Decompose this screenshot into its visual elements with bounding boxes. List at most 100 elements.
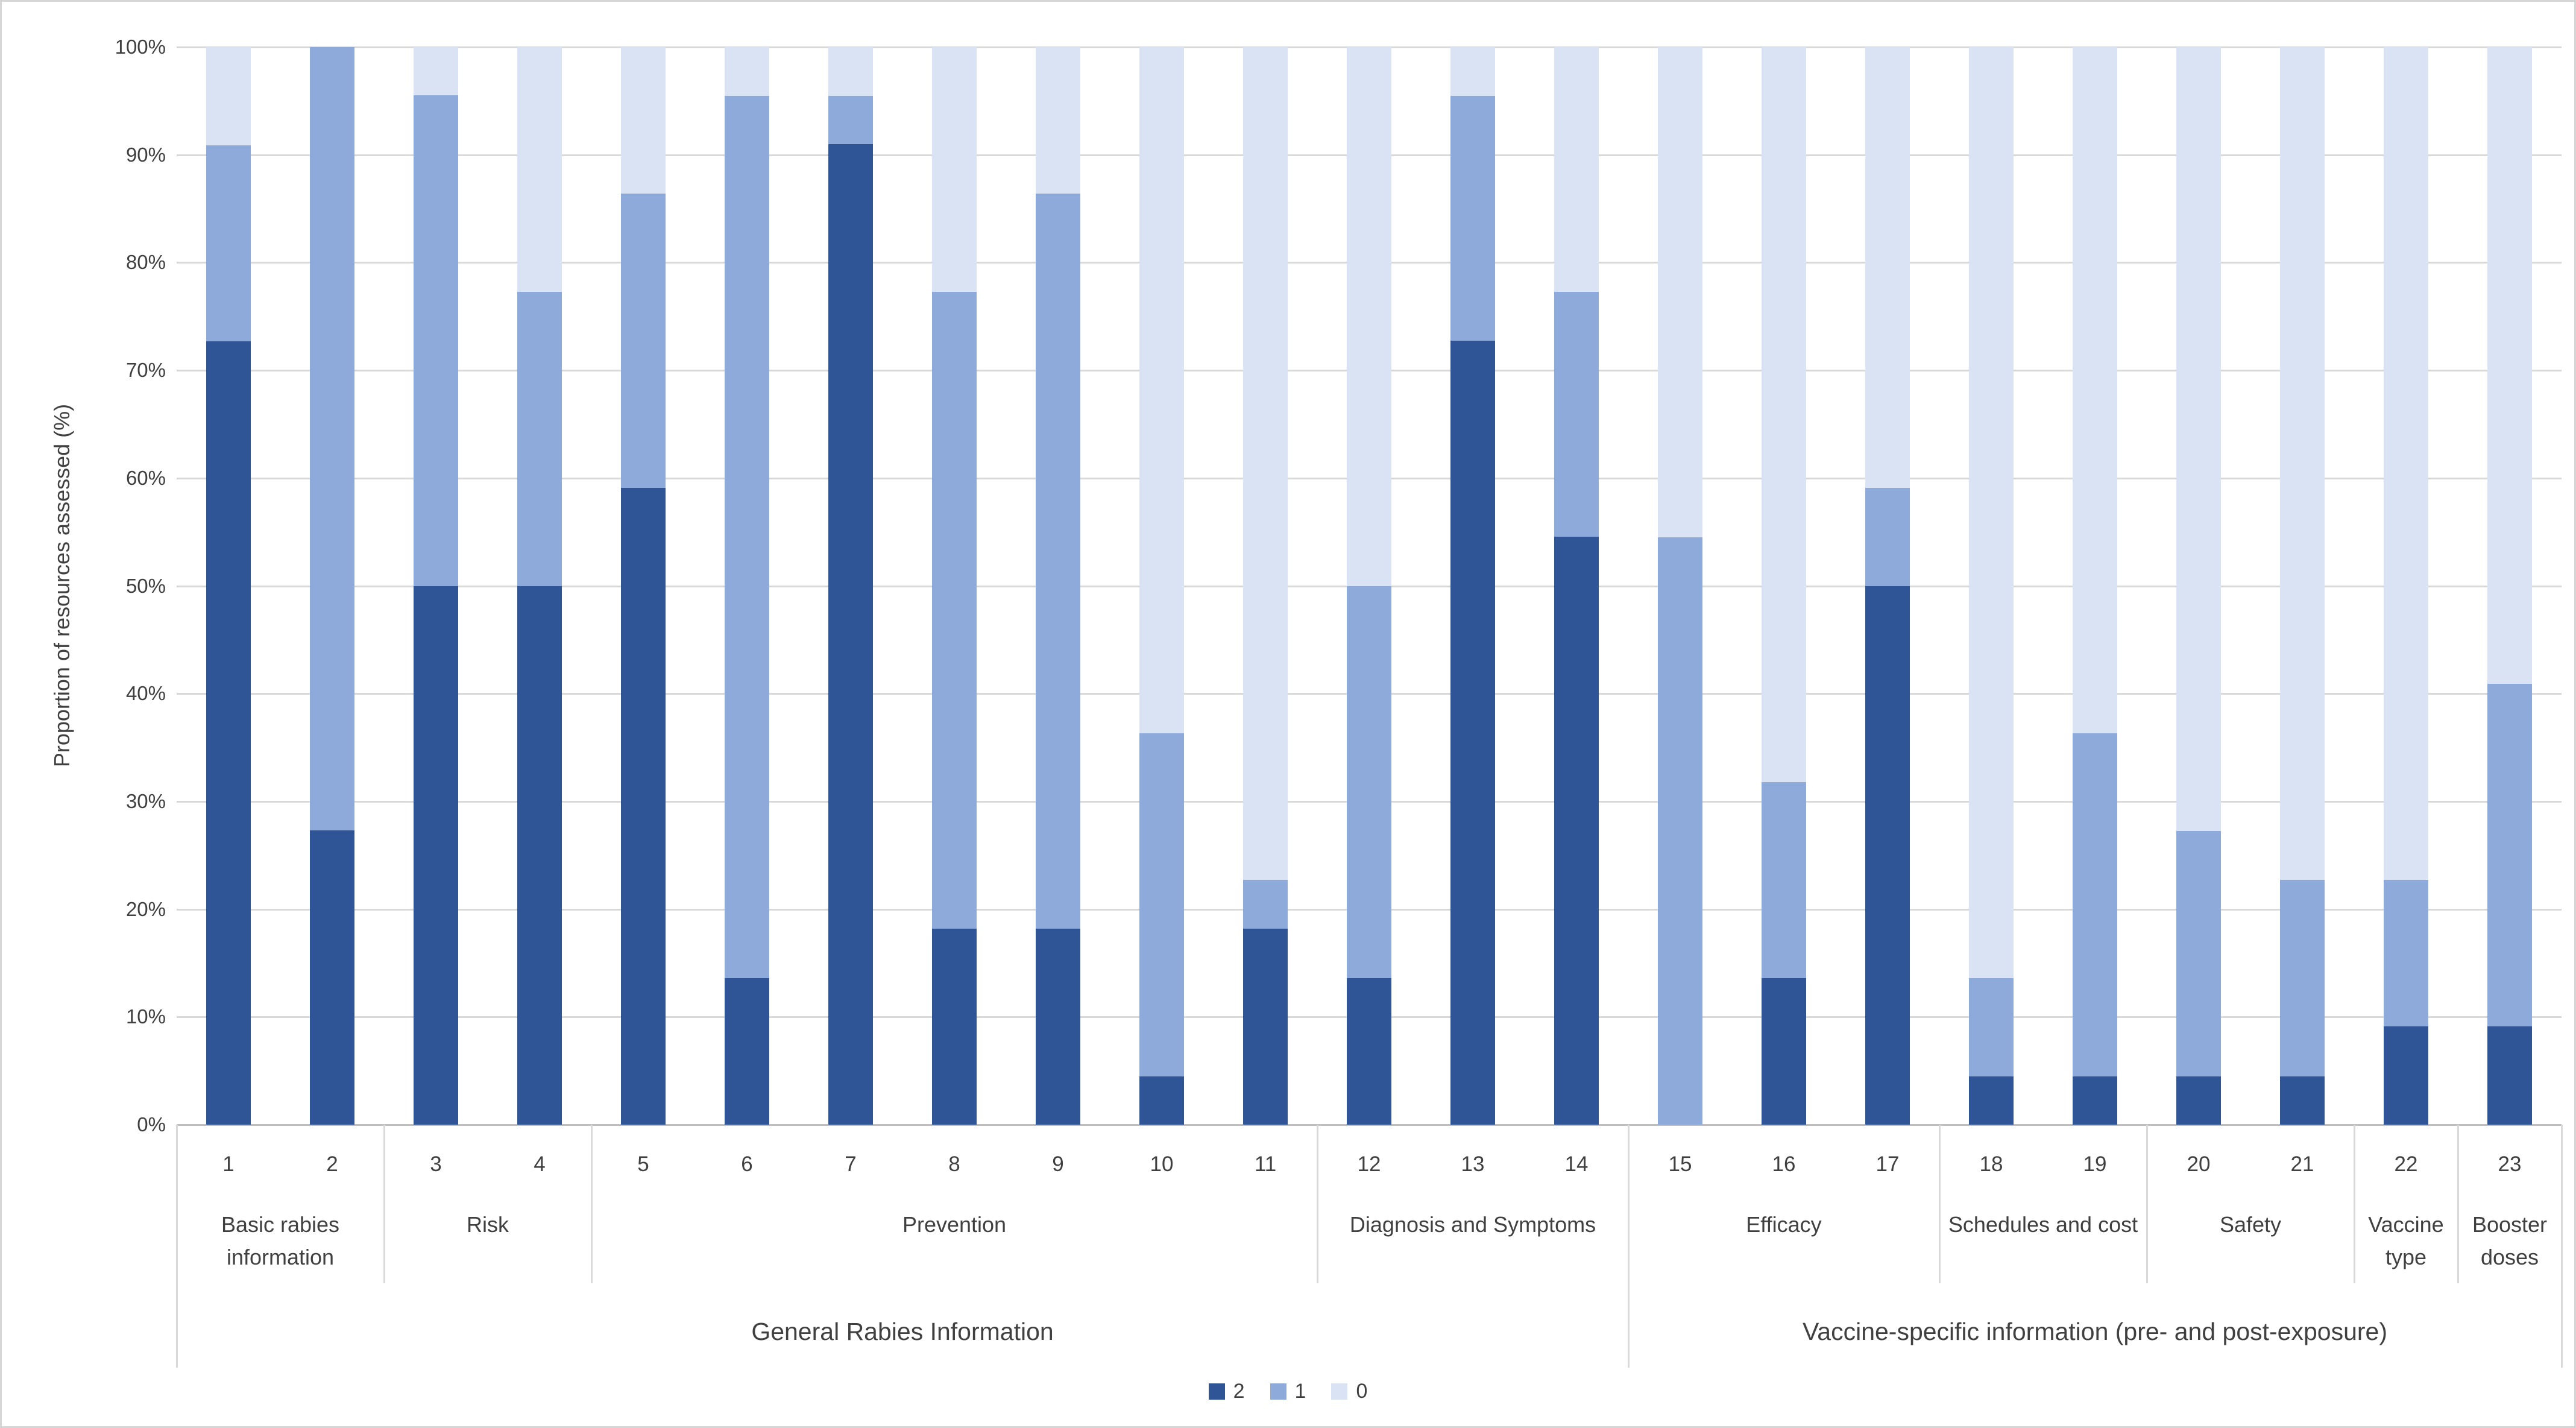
super-separator-3 bbox=[2561, 1125, 2563, 1368]
bar-16-segment-score-0 bbox=[1762, 47, 1806, 782]
bar-21-segment-score-2 bbox=[2280, 1076, 2325, 1125]
bar-18-segment-score-0 bbox=[1969, 47, 2014, 978]
bar-21-segment-score-0 bbox=[2280, 47, 2325, 880]
group-label-2: Risk bbox=[467, 1212, 509, 1237]
bar-20 bbox=[2176, 47, 2221, 1125]
bar-3-segment-score-0 bbox=[414, 47, 458, 96]
bar-18-segment-score-1 bbox=[1969, 978, 2014, 1076]
legend-item-2: 2 bbox=[1208, 1380, 1245, 1402]
y-tick-label-0%: 0% bbox=[137, 1113, 166, 1136]
group-label-9: Booster doses bbox=[2472, 1212, 2548, 1269]
y-tick-label-70%: 70% bbox=[125, 359, 166, 382]
y-tick-label-30%: 30% bbox=[125, 789, 166, 812]
bar-5 bbox=[621, 47, 666, 1125]
category-label-1: 1 bbox=[222, 1152, 235, 1176]
bar-23-segment-score-2 bbox=[2487, 1026, 2532, 1125]
bar-9 bbox=[1036, 47, 1080, 1125]
category-label-5: 5 bbox=[637, 1152, 649, 1176]
category-label-7: 7 bbox=[845, 1152, 857, 1176]
bar-19 bbox=[2073, 47, 2117, 1125]
x-axis-line bbox=[177, 1124, 2562, 1126]
bar-6 bbox=[725, 47, 769, 1125]
category-label-19: 19 bbox=[2083, 1152, 2107, 1176]
category-label-10: 10 bbox=[1150, 1152, 1174, 1176]
category-label-6: 6 bbox=[741, 1152, 753, 1176]
group-label-4: Diagnosis and Symptoms bbox=[1349, 1212, 1596, 1237]
category-label-3: 3 bbox=[430, 1152, 442, 1176]
group-label-5: Efficacy bbox=[1746, 1212, 1822, 1237]
category-label-13: 13 bbox=[1461, 1152, 1485, 1176]
category-label-2: 2 bbox=[326, 1152, 338, 1176]
bar-4-segment-score-1 bbox=[517, 291, 562, 586]
y-tick-label-100%: 100% bbox=[115, 36, 166, 58]
bar-17-segment-score-0 bbox=[1865, 47, 1910, 488]
bar-22-segment-score-1 bbox=[2384, 880, 2428, 1027]
bar-8-segment-score-1 bbox=[932, 291, 977, 929]
legend: 2 1 0 bbox=[2, 1380, 2574, 1402]
group-separator-7 bbox=[2146, 1125, 2148, 1283]
bar-7-segment-score-0 bbox=[828, 47, 873, 96]
bar-7 bbox=[828, 47, 873, 1125]
bar-11-segment-score-0 bbox=[1243, 47, 1288, 880]
group-label-7: Safety bbox=[2219, 1212, 2282, 1237]
bar-15 bbox=[1658, 47, 1702, 1125]
bar-19-segment-score-2 bbox=[2073, 1076, 2117, 1125]
bar-16 bbox=[1762, 47, 1806, 1125]
group-separator-3 bbox=[591, 1125, 593, 1283]
category-label-18: 18 bbox=[1979, 1152, 2003, 1176]
y-tick-label-50%: 50% bbox=[125, 574, 166, 597]
group-separator-8 bbox=[2354, 1125, 2355, 1283]
bar-21-segment-score-1 bbox=[2280, 880, 2325, 1076]
bar-13-segment-score-2 bbox=[1450, 340, 1495, 1125]
legend-item-1: 1 bbox=[1270, 1380, 1306, 1402]
bar-12 bbox=[1347, 47, 1391, 1125]
bar-14 bbox=[1554, 47, 1599, 1125]
bar-19-segment-score-0 bbox=[2073, 47, 2117, 733]
bar-2-segment-score-1 bbox=[310, 47, 354, 831]
bar-3-segment-score-2 bbox=[414, 586, 458, 1125]
super-group-label-1: General Rabies Information bbox=[751, 1317, 1054, 1345]
y-tick-label-90%: 90% bbox=[125, 143, 166, 166]
bar-22-segment-score-2 bbox=[2384, 1026, 2428, 1125]
legend-label-0: 0 bbox=[1356, 1380, 1368, 1403]
bar-5-segment-score-0 bbox=[621, 47, 666, 194]
legend-item-0: 0 bbox=[1331, 1380, 1367, 1402]
y-tick-label-60%: 60% bbox=[125, 466, 166, 489]
bar-1-segment-score-0 bbox=[206, 47, 251, 145]
bar-17 bbox=[1865, 47, 1910, 1125]
group-separator-2 bbox=[383, 1125, 385, 1283]
bar-1-segment-score-2 bbox=[206, 341, 251, 1125]
bar-3 bbox=[414, 47, 458, 1125]
bar-10-segment-score-1 bbox=[1139, 733, 1184, 1076]
super-separator-1 bbox=[176, 1125, 178, 1368]
group-label-6: Schedules and cost bbox=[1948, 1212, 2138, 1237]
bar-1-segment-score-1 bbox=[206, 145, 251, 341]
bar-10-segment-score-0 bbox=[1139, 47, 1184, 733]
bar-5-segment-score-1 bbox=[621, 194, 666, 488]
bar-23-segment-score-1 bbox=[2487, 684, 2532, 1027]
bar-2-segment-score-2 bbox=[310, 830, 354, 1125]
bar-8 bbox=[932, 47, 977, 1125]
y-tick-label-10%: 10% bbox=[125, 1005, 166, 1028]
bar-18-segment-score-2 bbox=[1969, 1076, 2014, 1125]
bar-7-segment-score-1 bbox=[828, 95, 873, 144]
category-label-17: 17 bbox=[1875, 1152, 1900, 1176]
legend-label-1: 1 bbox=[1294, 1380, 1306, 1403]
bar-15-segment-score-0 bbox=[1658, 47, 1702, 538]
category-label-11: 11 bbox=[1254, 1152, 1277, 1176]
legend-swatch-1 bbox=[1270, 1383, 1286, 1400]
category-label-23: 23 bbox=[2498, 1152, 2522, 1176]
bar-18 bbox=[1969, 47, 2014, 1125]
bar-11-segment-score-2 bbox=[1243, 928, 1288, 1125]
bar-12-segment-score-0 bbox=[1347, 47, 1391, 586]
bar-6-segment-score-1 bbox=[725, 95, 769, 978]
bar-20-segment-score-0 bbox=[2176, 47, 2221, 832]
bar-20-segment-score-2 bbox=[2176, 1076, 2221, 1125]
category-label-8: 8 bbox=[948, 1152, 960, 1176]
bar-12-segment-score-1 bbox=[1347, 586, 1391, 978]
bar-6-segment-score-2 bbox=[725, 978, 769, 1125]
bar-10 bbox=[1139, 47, 1184, 1125]
bar-14-segment-score-1 bbox=[1554, 292, 1599, 537]
bar-13-segment-score-0 bbox=[1450, 47, 1495, 96]
bar-4 bbox=[517, 47, 562, 1125]
